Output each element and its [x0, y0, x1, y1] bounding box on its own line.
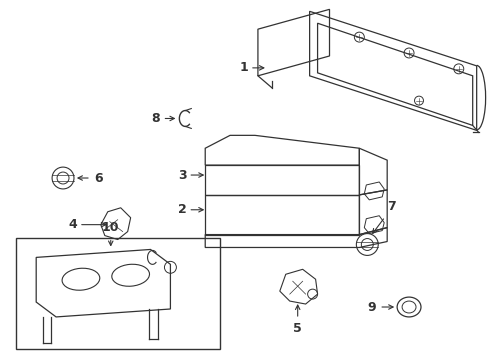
Text: 9: 9	[367, 301, 375, 314]
Text: 5: 5	[293, 322, 302, 335]
Text: 1: 1	[239, 61, 247, 75]
Text: 4: 4	[68, 218, 77, 231]
Text: 7: 7	[386, 200, 395, 213]
Text: 6: 6	[94, 171, 102, 185]
Text: 3: 3	[177, 168, 186, 181]
Text: 2: 2	[177, 203, 186, 216]
Text: 8: 8	[151, 112, 159, 125]
Text: 10: 10	[102, 221, 119, 234]
Bar	[16, 238, 220, 349]
